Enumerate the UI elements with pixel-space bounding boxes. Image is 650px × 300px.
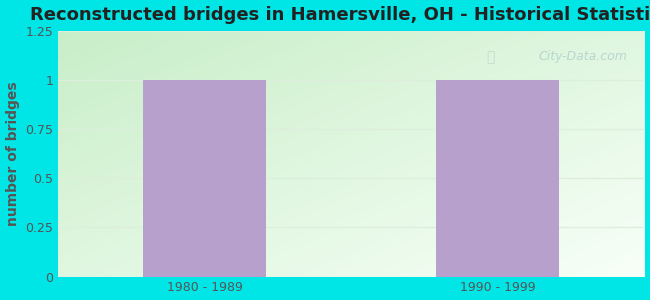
Bar: [436, 80, 560, 277]
Text: City-Data.com: City-Data.com: [538, 50, 627, 63]
Title: Reconstructed bridges in Hamersville, OH - Historical Statistics: Reconstructed bridges in Hamersville, OH…: [31, 6, 650, 24]
Y-axis label: number of bridges: number of bridges: [6, 81, 20, 226]
Text: ⓘ: ⓘ: [486, 50, 495, 64]
Bar: [143, 80, 266, 277]
